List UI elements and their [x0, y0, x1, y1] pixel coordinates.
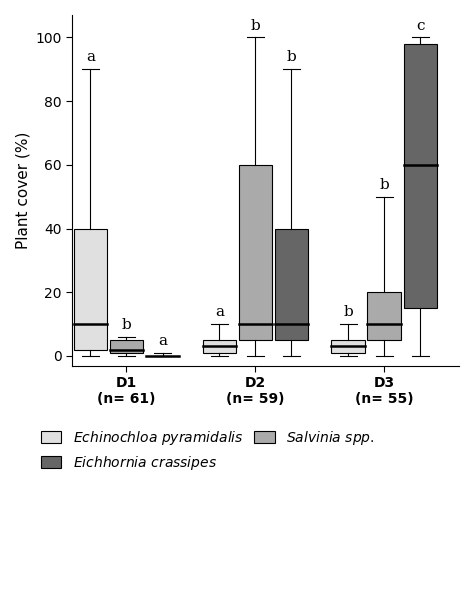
Text: b: b [122, 318, 131, 332]
Text: b: b [250, 18, 260, 32]
Bar [238, 165, 272, 340]
Text: a: a [86, 51, 95, 65]
Bar [367, 292, 401, 340]
Legend: $\it{Echinochloa\ pyramidalis}$, $\it{Eichhornia\ crassipes}$, $\it{Salvinia\ sp: $\it{Echinochloa\ pyramidalis}$, $\it{Ei… [41, 429, 375, 471]
Bar [202, 340, 236, 353]
Text: a: a [215, 305, 224, 319]
Text: a: a [158, 334, 167, 348]
Y-axis label: Plant cover (%): Plant cover (%) [15, 132, 30, 249]
Bar [109, 340, 143, 353]
Bar [73, 228, 107, 350]
Text: b: b [287, 51, 296, 65]
Text: b: b [379, 178, 389, 192]
Bar [275, 228, 308, 340]
Text: c: c [416, 18, 425, 32]
Text: b: b [343, 305, 353, 319]
Bar [403, 44, 437, 308]
Bar [331, 340, 365, 353]
